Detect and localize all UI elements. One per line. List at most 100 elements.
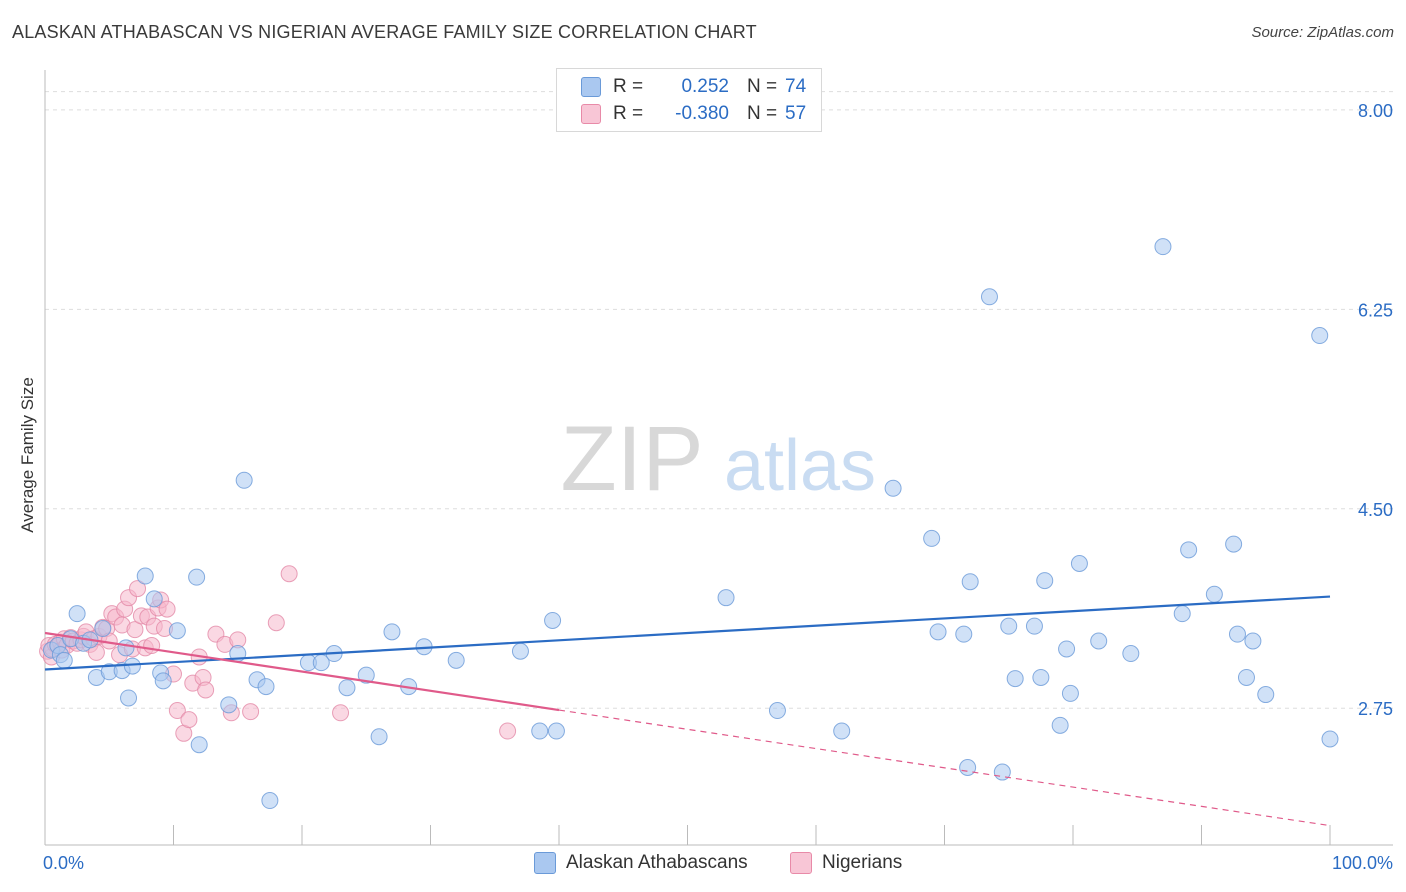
alaskan-athabascans-point xyxy=(1154,238,1172,256)
alaskan-athabascans-point xyxy=(1032,668,1050,686)
alaskan-athabascans-point xyxy=(1025,617,1043,635)
alaskan-athabascans-point xyxy=(1237,668,1255,686)
alaskan-athabascans-point xyxy=(961,573,979,591)
y-tick-label: 6.25 xyxy=(1358,300,1393,320)
alaskan-athabascans-point xyxy=(1036,572,1054,590)
watermark-atlas: atlas xyxy=(724,426,876,506)
legend-n-value: 74 xyxy=(785,76,807,97)
alaskan-athabascans-point xyxy=(1070,554,1088,572)
alaskan-athabascans-point xyxy=(1051,716,1069,734)
legend-n-value: 57 xyxy=(785,103,807,124)
alaskan-athabascans-point xyxy=(1205,585,1223,603)
athabascans-trend-line xyxy=(44,595,1331,671)
alaskan-athabascans-point xyxy=(1321,730,1339,748)
nigerians-point xyxy=(499,722,517,740)
legend-r-value: 0.252 xyxy=(681,76,729,97)
gridlines xyxy=(45,91,1393,709)
alaskan-athabascans-point xyxy=(1090,632,1108,650)
alaskan-athabascans-point xyxy=(547,722,565,740)
alaskan-athabascans-point xyxy=(1000,617,1018,635)
alaskan-athabascans-point xyxy=(338,679,356,697)
alaskan-athabascans-point xyxy=(1058,640,1076,658)
alaskan-athabascans-points xyxy=(42,238,1339,810)
alaskan-athabascans-point xyxy=(1257,686,1275,704)
alaskan-athabascans-point xyxy=(1006,670,1024,688)
tick-labels: 2.75 4.50 6.25 8.00 0.0% 100.0% xyxy=(43,101,1393,873)
chart-title: ALASKAN ATHABASCAN VS NIGERIAN AVERAGE F… xyxy=(12,22,757,42)
nigerians-point xyxy=(143,637,161,655)
x-tick-label: 100.0% xyxy=(1332,853,1393,873)
x-tick-label: 0.0% xyxy=(43,853,84,873)
legend-row-nigerians: R = -0.380 N = 57 xyxy=(557,101,806,127)
alaskan-athabascans-point xyxy=(768,702,786,720)
alaskan-athabascans-point xyxy=(154,672,172,690)
trend-lines xyxy=(44,595,1331,827)
nigerians-trend-extension xyxy=(558,709,1331,827)
alaskan-athabascans-point xyxy=(511,642,529,660)
alaskan-athabascans-point xyxy=(220,696,238,714)
alaskan-athabascans-point xyxy=(257,678,275,696)
alaskan-athabascans-point xyxy=(955,625,973,643)
alaskan-athabascans-point xyxy=(123,657,141,675)
nigerians-point xyxy=(180,711,198,729)
nigerians-points xyxy=(39,565,517,742)
legend-r-label: R = xyxy=(613,76,644,97)
alaskan-athabascans-point xyxy=(1225,535,1243,553)
legend-swatch-pink xyxy=(581,104,601,124)
nigerians-point xyxy=(280,565,298,583)
alaskan-athabascans-point xyxy=(117,639,135,657)
legend-r-label: R = xyxy=(613,103,644,124)
legend-n-label: N = xyxy=(747,103,778,124)
alaskan-athabascans-point xyxy=(531,722,549,740)
alaskan-athabascans-point xyxy=(717,589,735,607)
legend-n-label: N = xyxy=(747,76,778,97)
stats-legend: R = 0.252 N = 74 R = -0.380 N = 57 xyxy=(556,68,822,132)
legend-swatch-blue xyxy=(581,77,601,97)
alaskan-athabascans-point xyxy=(145,590,163,608)
legend-label-athabascans: Alaskan Athabascans xyxy=(566,852,748,873)
alaskan-athabascans-point xyxy=(833,722,851,740)
legend-item-nigerians: Nigerians xyxy=(790,852,902,874)
nigerians-trend-line xyxy=(44,631,560,712)
legend-row-athabascans: R = 0.252 N = 74 xyxy=(557,74,806,100)
watermark-zip: ZIP xyxy=(560,408,703,510)
nigerians-point xyxy=(129,580,147,598)
watermark: ZIP atlas xyxy=(560,408,876,510)
legend-swatch-pink xyxy=(790,852,812,874)
source-credit: Source: ZipAtlas.com xyxy=(1251,24,1394,41)
legend-item-athabascans: Alaskan Athabascans xyxy=(534,852,748,874)
alaskan-athabascans-point xyxy=(55,651,73,669)
alaskan-athabascans-point xyxy=(1122,645,1140,663)
legend-r-value: -0.380 xyxy=(675,103,729,124)
legend-label-nigerians: Nigerians xyxy=(822,852,903,873)
alaskan-athabascans-point xyxy=(188,568,206,586)
alaskan-athabascans-point xyxy=(383,623,401,641)
nigerians-point xyxy=(332,704,350,722)
alaskan-athabascans-point xyxy=(1173,605,1191,623)
alaskan-athabascans-point xyxy=(959,759,977,776)
alaskan-athabascans-point xyxy=(68,605,86,623)
alaskan-athabascans-point xyxy=(136,567,154,585)
nigerians-point xyxy=(197,681,215,699)
legend-swatch-blue xyxy=(534,852,556,874)
alaskan-athabascans-point xyxy=(370,728,388,746)
alaskan-athabascans-point xyxy=(884,479,902,497)
alaskan-athabascans-point xyxy=(544,611,562,629)
alaskan-athabascans-point xyxy=(261,792,279,810)
alaskan-athabascans-point xyxy=(1311,327,1329,345)
nigerians-point xyxy=(168,702,186,720)
nigerians-point xyxy=(242,703,260,721)
nigerians-point xyxy=(126,621,144,639)
alaskan-athabascans-point xyxy=(1244,632,1262,650)
alaskan-athabascans-point xyxy=(168,622,186,640)
alaskan-athabascans-point xyxy=(94,619,112,637)
alaskan-athabascans-point xyxy=(357,666,375,684)
axes xyxy=(44,70,1393,846)
alaskan-athabascans-point xyxy=(190,736,208,754)
nigerians-point xyxy=(158,600,176,618)
nigerians-point xyxy=(267,614,285,632)
y-tick-label: 8.00 xyxy=(1358,101,1393,121)
alaskan-athabascans-point xyxy=(447,651,465,669)
alaskan-athabascans-point xyxy=(1228,625,1246,643)
